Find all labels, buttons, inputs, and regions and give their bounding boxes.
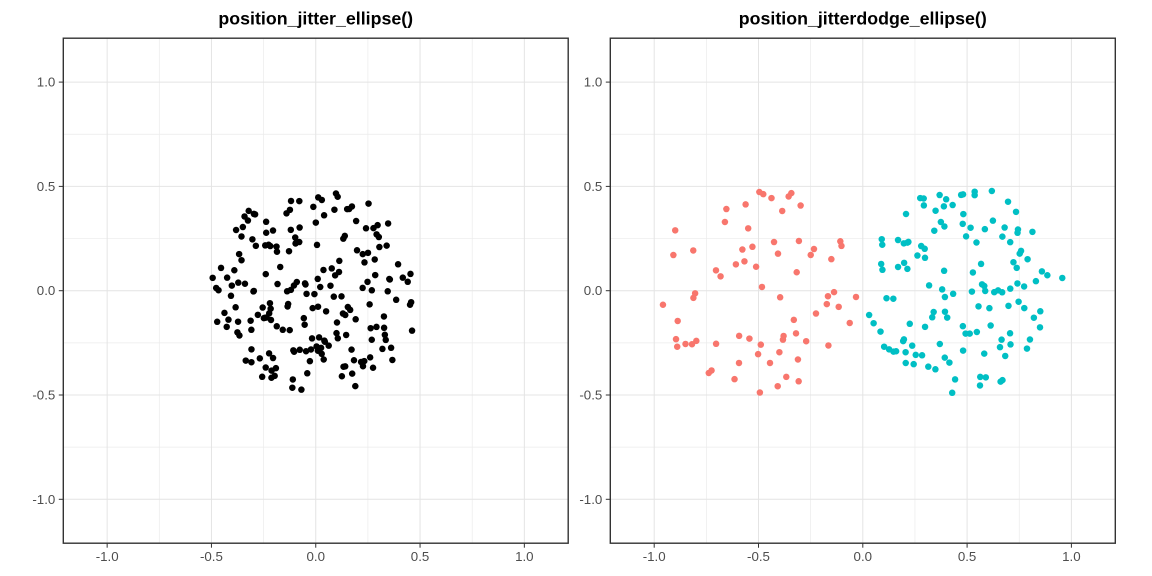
svg-text:-1.0: -1.0 [643, 549, 666, 564]
svg-text:0.0: 0.0 [307, 549, 326, 564]
svg-text:0.0: 0.0 [37, 283, 56, 298]
svg-text:1.0: 1.0 [37, 75, 56, 90]
svg-text:0.5: 0.5 [958, 549, 977, 564]
svg-text:-0.5: -0.5 [579, 388, 602, 403]
svg-text:0.0: 0.0 [584, 283, 603, 298]
svg-text:0.5: 0.5 [584, 179, 603, 194]
svg-text:0.5: 0.5 [411, 549, 430, 564]
svg-text:0.0: 0.0 [854, 549, 873, 564]
svg-text:-1.0: -1.0 [579, 492, 602, 507]
svg-text:-1.0: -1.0 [32, 492, 55, 507]
svg-text:-0.5: -0.5 [747, 549, 770, 564]
svg-text:-0.5: -0.5 [32, 388, 55, 403]
svg-text:position_jitterdodge_ellipse(): position_jitterdodge_ellipse() [739, 9, 987, 29]
svg-text:1.0: 1.0 [584, 75, 603, 90]
svg-text:1.0: 1.0 [1062, 549, 1081, 564]
svg-text:0.5: 0.5 [37, 179, 56, 194]
svg-text:1.0: 1.0 [515, 549, 534, 564]
svg-text:position_jitter_ellipse(): position_jitter_ellipse() [218, 9, 413, 29]
svg-text:-0.5: -0.5 [200, 549, 223, 564]
svg-text:-1.0: -1.0 [96, 549, 119, 564]
